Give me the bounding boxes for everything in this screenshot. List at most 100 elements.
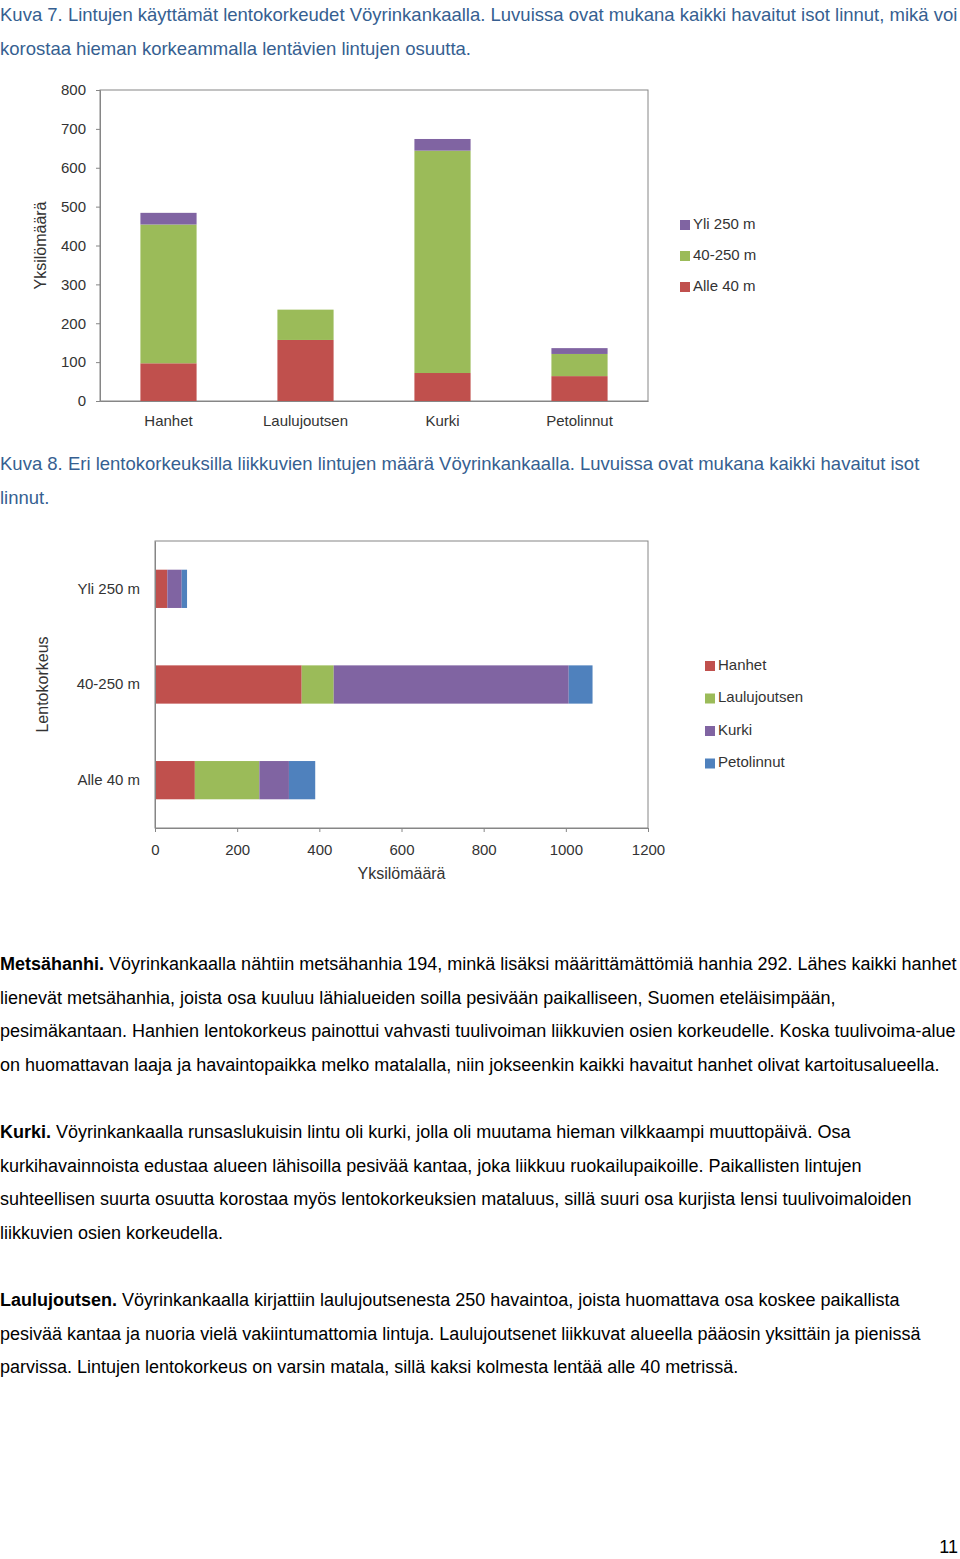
paragraph-heading: Kurki. — [0, 1122, 51, 1142]
plot-frame — [155, 541, 648, 828]
legend-swatch — [680, 220, 690, 230]
tick-mark — [237, 828, 238, 832]
tick-label: Yli 250 m — [77, 580, 140, 597]
tick-label: Kurki — [425, 412, 459, 429]
tick: 200 — [225, 828, 250, 858]
tick-label: Alle 40 m — [77, 771, 140, 788]
tick-mark — [402, 828, 403, 832]
tick-mark — [319, 828, 320, 832]
bar-segment — [155, 761, 195, 799]
legend-item: 40-250 m — [680, 246, 756, 263]
tick-label: 400 — [307, 841, 332, 858]
axis-line — [155, 542, 156, 829]
tick: 600 — [61, 159, 100, 176]
tick-label: 500 — [61, 198, 86, 215]
bar-segment — [182, 570, 187, 608]
charts: 0 100 200 300 400 500 600 700 800 Hanhet Laulujout… — [0, 0, 960, 940]
bar-segment — [155, 665, 302, 703]
bars — [155, 570, 593, 800]
paragraph-heading: Metsähanhi. — [0, 954, 104, 974]
tick-mark — [96, 284, 100, 285]
paragraph: Laulujoutsen. Vöyrinkankaalla kirjattiin… — [0, 1284, 958, 1385]
tick-label: 40-250 m — [77, 675, 140, 692]
tick-label: 100 — [61, 353, 86, 370]
tick: 500 — [61, 198, 100, 215]
bar-segment — [277, 309, 333, 310]
tick-label: 0 — [151, 841, 159, 858]
legend-item: Petolinnut — [705, 753, 786, 770]
bar-segment — [551, 348, 607, 354]
tick: Yli 250 m — [77, 580, 140, 597]
figure-caption: Kuva 7. Lintujen käyttämät lentokorkeude… — [0, 0, 958, 65]
tick-label: 800 — [472, 841, 497, 858]
tick-label: 700 — [61, 120, 86, 137]
tick-label: 1000 — [550, 841, 583, 858]
tick: Alle 40 m — [77, 771, 140, 788]
bar-segment — [259, 761, 289, 799]
tick: 800 — [472, 828, 497, 858]
tick: 400 — [61, 237, 100, 254]
figure-caption: Kuva 8. Eri lentokorkeuksilla liikkuvien… — [0, 447, 958, 514]
tick-mark — [648, 828, 649, 832]
tick-label: 1200 — [632, 841, 665, 858]
bar-segment — [277, 310, 333, 340]
tick: 700 — [61, 120, 100, 137]
tick: 800 — [61, 81, 100, 98]
legend-label: 40-250 m — [693, 246, 756, 263]
tick-mark — [155, 828, 156, 832]
tick-mark — [96, 168, 100, 169]
paragraph: Kurki. Vöyrinkankaalla runsaslukuisin li… — [0, 1116, 958, 1250]
paragraph-text: Vöyrinkankaalla nähtiin metsähanhia 194,… — [0, 954, 957, 1075]
tick: 40-250 m — [77, 675, 140, 692]
axis-title: Yksilömäärä — [357, 865, 445, 882]
tick-mark — [96, 207, 100, 208]
tick-mark — [96, 90, 100, 91]
paragraph-text: Vöyrinkankaalla kirjattiin laulujoutsene… — [0, 1290, 921, 1377]
tick: Petolinnut — [546, 412, 614, 429]
axis-title: Lentokorkeus — [34, 636, 51, 732]
bar-segment — [277, 340, 333, 401]
tick-label: 300 — [61, 276, 86, 293]
legend-label: Kurki — [718, 721, 752, 738]
tick-mark — [96, 246, 100, 247]
axis-line — [96, 91, 101, 402]
bars — [140, 139, 607, 401]
body-text: Metsähanhi. Vöyrinkankaalla nähtiin mets… — [0, 948, 958, 1418]
bar-segment — [414, 139, 470, 151]
legend-swatch — [705, 759, 715, 769]
axis-line — [156, 829, 649, 833]
paragraph: Metsähanhi. Vöyrinkankaalla nähtiin mets… — [0, 948, 958, 1082]
tick: 400 — [307, 828, 332, 858]
category-axis: HanhetLaulujoutsenKurkiPetolinnut — [101, 402, 649, 429]
bar-segment — [551, 354, 607, 376]
tick-mark — [484, 828, 485, 832]
legend-swatch — [705, 661, 715, 671]
axis-line — [101, 401, 649, 402]
tick: Laulujoutsen — [263, 412, 348, 429]
tick-mark — [566, 828, 567, 832]
tick: 0 — [78, 392, 100, 409]
legend-item: Hanhet — [705, 656, 767, 673]
tick: 100 — [61, 353, 100, 370]
plot-frame — [100, 90, 648, 401]
tick: 300 — [61, 276, 100, 293]
legend-swatch — [705, 726, 715, 736]
legend-item: Kurki — [705, 721, 752, 738]
tick: 1200 — [632, 828, 665, 858]
bar-segment — [289, 761, 315, 799]
legend-item: Yli 250 m — [680, 215, 756, 232]
value-axis: 0 100 200 300 400 500 600 700 800 — [61, 81, 101, 409]
page-number: 11 — [939, 1537, 958, 1558]
chart: 0100200300400500600700800HanhetLaulujout… — [32, 81, 756, 428]
tick-label: 0 — [78, 392, 86, 409]
bar-segment — [155, 570, 167, 608]
legend-label: Yli 250 m — [693, 215, 756, 232]
legend-label: Petolinnut — [718, 753, 786, 770]
tick-label: Petolinnut — [546, 412, 614, 429]
tick-label: 400 — [61, 237, 86, 254]
tick-label: 200 — [61, 315, 86, 332]
bar-segment — [140, 213, 196, 225]
tick-mark — [96, 323, 100, 324]
legend-label: Laulujoutsen — [718, 688, 803, 705]
tick-mark — [96, 401, 100, 402]
